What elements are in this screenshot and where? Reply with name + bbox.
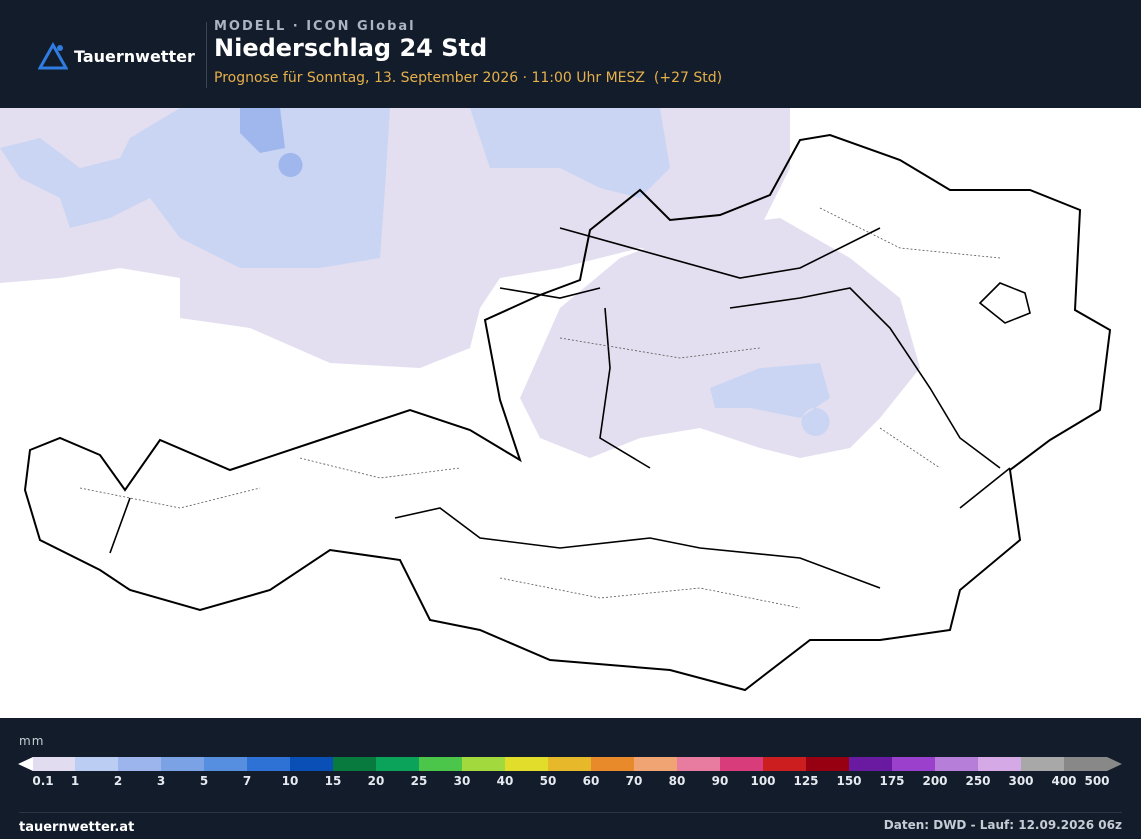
legend-unit: mm xyxy=(19,734,45,748)
legend-label: 1 xyxy=(71,774,79,788)
color-step xyxy=(720,757,763,771)
color-step xyxy=(806,757,849,771)
precip-area xyxy=(470,108,670,198)
color-step xyxy=(1021,757,1064,771)
legend-label: 20 xyxy=(368,774,385,788)
color-step xyxy=(33,757,75,771)
legend-label: 100 xyxy=(750,774,775,788)
legend-label: 30 xyxy=(454,774,471,788)
header: Tauernwetter MODELL · ICON Global Nieder… xyxy=(0,0,1141,107)
color-step xyxy=(247,757,290,771)
legend-label: 200 xyxy=(922,774,947,788)
color-step xyxy=(290,757,333,771)
legend-label: 2 xyxy=(114,774,122,788)
precip-area xyxy=(0,108,390,268)
color-step xyxy=(849,757,892,771)
color-step xyxy=(548,757,591,771)
color-step xyxy=(978,757,1021,771)
legend-label: 175 xyxy=(879,774,904,788)
color-step xyxy=(376,757,419,771)
footer-site[interactable]: tauernwetter.at xyxy=(19,820,135,835)
title: Niederschlag 24 Std xyxy=(214,34,488,62)
color-step xyxy=(591,757,634,771)
precip-area xyxy=(240,108,303,177)
state-border xyxy=(109,227,1011,589)
model: MODELL · ICON Global xyxy=(214,19,416,34)
legend-label: 125 xyxy=(793,774,818,788)
district-border xyxy=(79,207,1001,609)
color-step xyxy=(677,757,720,771)
color-step xyxy=(118,757,161,771)
legend-label: 0.1 xyxy=(32,774,53,788)
color-step xyxy=(204,757,247,771)
separator xyxy=(19,812,1122,813)
color-step xyxy=(505,757,548,771)
legend-label: 10 xyxy=(282,774,299,788)
legend-label: 5 xyxy=(200,774,208,788)
map xyxy=(0,108,1141,718)
legend-label: 40 xyxy=(497,774,514,788)
color-step xyxy=(763,757,806,771)
legend-label: 25 xyxy=(411,774,428,788)
logo[interactable]: Tauernwetter xyxy=(38,42,195,70)
color-step xyxy=(1064,757,1107,771)
legend-label: 90 xyxy=(712,774,729,788)
legend-label: 50 xyxy=(540,774,557,788)
subtitle: Prognose für Sonntag, 13. September 2026… xyxy=(214,70,723,86)
legend-label: 500 xyxy=(1084,774,1109,788)
legend-label: 15 xyxy=(325,774,342,788)
color-step xyxy=(161,757,204,771)
legend-label: 3 xyxy=(157,774,165,788)
legend-label: 70 xyxy=(626,774,643,788)
arrow-right xyxy=(1107,757,1122,771)
logo-icon xyxy=(38,42,68,70)
colorbar: 0.1 1 2 3 5 7 10 15 20 25 30 40 50 60 70 80 90 100 125 150 1… xyxy=(18,757,1122,788)
color-step xyxy=(333,757,376,771)
footer-source: Daten: DWD - Lauf: 12.09.2026 06z xyxy=(883,818,1122,832)
color-step xyxy=(634,757,677,771)
country-border xyxy=(23,133,1112,692)
arrow-left xyxy=(18,757,33,771)
legend-label: 150 xyxy=(836,774,861,788)
color-step xyxy=(892,757,935,771)
color-step xyxy=(75,757,118,771)
legend-label: 250 xyxy=(965,774,990,788)
legend-label: 300 xyxy=(1008,774,1033,788)
legend-label: 7 xyxy=(243,774,251,788)
color-step xyxy=(935,757,978,771)
legend-label: 80 xyxy=(669,774,686,788)
color-step xyxy=(419,757,462,771)
precip-area xyxy=(710,363,830,436)
legend-label: 60 xyxy=(583,774,600,788)
legend: mm 0.1 1 2 3 5 7 10 15 20 25 30 40 50 60 70 80 90 100 125 1… xyxy=(0,720,1141,839)
logo-text: Tauernwetter xyxy=(74,46,195,66)
color-step xyxy=(462,757,505,771)
legend-label: 400 xyxy=(1051,774,1076,788)
state-border xyxy=(978,282,1031,324)
divider xyxy=(206,22,207,88)
